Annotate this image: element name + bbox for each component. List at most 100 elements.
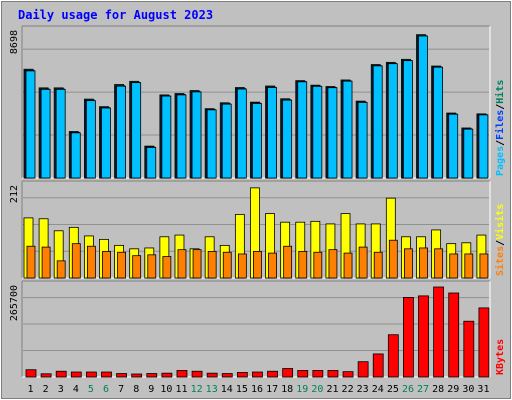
x-tick-label-day-23: 23: [357, 384, 369, 395]
legend-kbytes: KBytes: [495, 339, 506, 375]
x-tick-label-day-27: 27: [417, 384, 429, 395]
legend-entry: /: [495, 240, 506, 246]
bar-pages-day-16: [252, 103, 262, 179]
bar-kbytes-day-11: [176, 370, 188, 378]
bar-kbytes-day-3: [55, 370, 67, 378]
bar-kbytes-day-22: [342, 371, 354, 378]
x-tick-label-day-3: 3: [58, 384, 64, 395]
bar-pages-day-15: [236, 88, 247, 179]
bar-pages-day-31: [478, 114, 489, 179]
bar-pages-day-8: [131, 82, 142, 179]
bar-kbytes-day-18: [282, 368, 294, 378]
bar-sites-day-18: [283, 245, 293, 279]
bar-sites-day-30: [464, 253, 474, 279]
bar-kbytes-day-6: [101, 371, 112, 378]
bar-pages-day-22: [342, 80, 353, 179]
bar-sites-day-10: [162, 256, 172, 279]
bar-sites-day-26: [404, 248, 413, 279]
bar-kbytes-day-16: [252, 371, 263, 378]
legend-entry: Sites: [494, 246, 506, 276]
chart-panels: 8698Pages/Files/Hits212Sites/Visits26570…: [9, 25, 506, 378]
bar-kbytes-day-21: [327, 370, 339, 378]
x-tick-label-day-31: 31: [477, 384, 489, 395]
x-tick-label-day-19: 19: [296, 384, 308, 395]
bar-kbytes-day-12: [191, 370, 203, 378]
x-tick-label-day-26: 26: [402, 384, 414, 395]
bar-kbytes-day-2: [40, 373, 52, 378]
bar-kbytes-day-15: [236, 371, 248, 378]
bar-pages-day-27: [418, 35, 428, 179]
bar-pages-day-10: [161, 95, 172, 179]
bar-sites-day-27: [419, 247, 428, 279]
bar-sites-day-7: [117, 251, 126, 279]
bar-pages-day-26: [403, 60, 413, 179]
bar-sites-day-21: [328, 249, 338, 279]
panel-visits-sites: 212 Sites/Visits: [9, 180, 506, 279]
bar-sites-day-8: [132, 255, 142, 279]
x-tick-label-day-2: 2: [43, 384, 49, 395]
bar-kbytes-day-13: [206, 372, 218, 378]
bar-sites-day-29: [449, 253, 459, 279]
bar-pages-day-20: [312, 85, 323, 179]
bar-kbytes-day-8: [131, 373, 143, 378]
legend-entry: Visits: [494, 204, 506, 240]
bar-sites-day-5: [86, 245, 96, 279]
bar-sites-day-22: [343, 252, 353, 279]
x-tick-label-day-1: 1: [28, 384, 34, 395]
bar-sites-day-14: [222, 251, 232, 279]
x-tick-label-day-21: 21: [326, 384, 338, 395]
bar-kbytes-day-17: [267, 370, 278, 378]
bar-pages-day-4: [70, 132, 81, 179]
bar-sites-day-16: [253, 250, 262, 279]
x-tick-label-day-30: 30: [462, 384, 474, 395]
bar-kbytes-day-25: [387, 334, 399, 378]
bar-sites-day-4: [71, 243, 81, 279]
legend-entry: KBytes: [495, 339, 506, 375]
bar-kbytes-day-20: [312, 370, 324, 378]
bar-sites-day-25: [388, 239, 398, 279]
bar-pages-day-23: [357, 102, 368, 179]
bar-pages-day-13: [206, 109, 217, 179]
x-tick-label-day-24: 24: [372, 384, 384, 395]
bar-kbytes-day-7: [116, 373, 127, 378]
bar-sites-day-20: [313, 251, 323, 279]
bar-kbytes-day-5: [85, 371, 97, 378]
bar-pages-day-1: [25, 70, 36, 179]
x-axis-labels: 1 2 3 4 5 6 7 8 9 10 11 12 13 14 15 16 17 18 19 20 21 22 23 24 2…: [28, 384, 490, 395]
bar-pages-day-14: [221, 103, 232, 179]
x-tick-label-day-29: 29: [447, 384, 459, 395]
y-axis-max-label: 8698: [9, 30, 20, 54]
bar-kbytes-day-26: [403, 296, 414, 378]
x-tick-label-day-11: 11: [175, 384, 187, 395]
x-tick-label-day-16: 16: [251, 384, 263, 395]
legend-entry: Pages: [495, 146, 506, 176]
x-tick-label-day-28: 28: [432, 384, 444, 395]
bar-pages-day-28: [433, 66, 444, 179]
x-tick-label-day-13: 13: [206, 384, 218, 395]
bar-sites-day-6: [102, 250, 111, 279]
bar-pages-day-6: [101, 107, 111, 179]
bar-pages-day-5: [85, 100, 96, 179]
bar-kbytes-day-30: [463, 320, 475, 378]
x-tick-label-day-4: 4: [73, 384, 79, 395]
bar-pages-day-21: [327, 87, 338, 179]
x-tick-label-day-25: 25: [387, 384, 399, 395]
x-tick-label-day-5: 5: [88, 384, 94, 395]
bar-sites-day-28: [434, 248, 444, 279]
bar-sites-day-13: [207, 250, 217, 279]
bar-pages-day-24: [372, 65, 383, 179]
bar-sites-day-2: [41, 246, 51, 279]
legend-entry: Hits: [494, 80, 506, 104]
bar-kbytes-day-4: [70, 371, 82, 378]
x-tick-label-day-14: 14: [221, 384, 233, 395]
bar-kbytes-day-24: [372, 353, 384, 378]
x-tick-label-day-17: 17: [266, 384, 278, 395]
bar-kbytes-day-28: [433, 286, 445, 378]
bar-sites-day-23: [358, 246, 368, 279]
bar-sites-day-12: [192, 249, 202, 279]
bar-kbytes-day-9: [146, 373, 158, 378]
x-tick-label-day-15: 15: [236, 384, 248, 395]
